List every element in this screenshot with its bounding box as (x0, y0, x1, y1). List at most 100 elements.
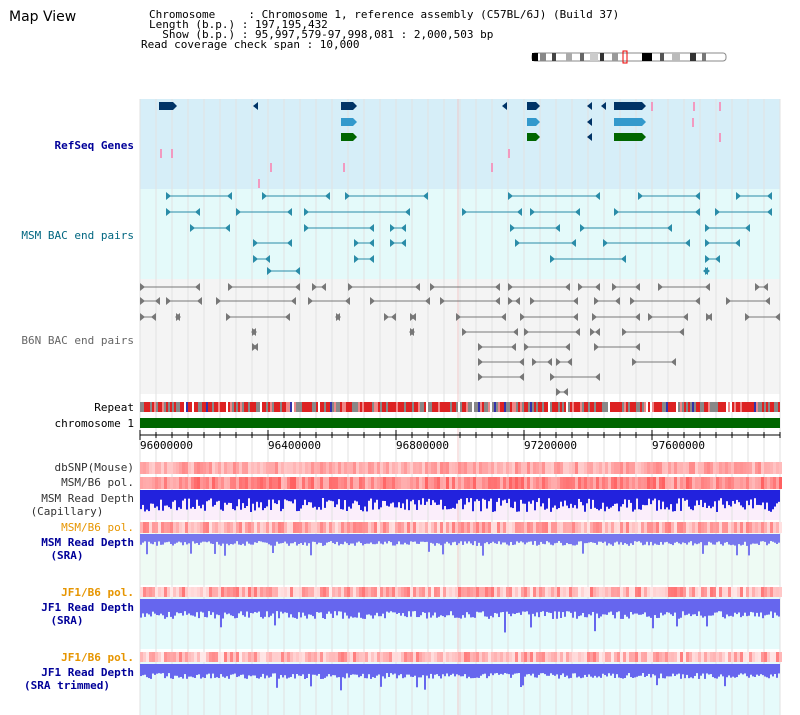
msm-cap-depth-bar (752, 490, 754, 509)
repeat-segment (204, 402, 206, 412)
msm-sra-depth-bar (498, 534, 500, 542)
msm-pol-heat (164, 522, 167, 533)
jf1-pol-heat (242, 587, 245, 597)
jf1-sra-depth-bar (548, 599, 550, 613)
jf1-pol-heat (140, 587, 143, 597)
track-label-jf1-b6-pol-1[interactable]: JF1/B6 pol. (61, 586, 134, 599)
jf1-sra-depth-bar (384, 599, 386, 619)
jf1-pol-heat (215, 652, 218, 662)
track-label-jf1-read-depth-sra[interactable]: JF1 Read Depth (SRA) (0, 601, 134, 627)
msm-sra-depth-bar (140, 534, 142, 545)
repeat-segment (728, 402, 730, 412)
dbsnp-heat (557, 462, 560, 474)
jf1-pol-heat (305, 587, 308, 597)
jf1-sra-depth-bar (574, 599, 576, 612)
jf1-trim-depth-bar (190, 664, 192, 677)
jf1-sra-depth-bar (616, 599, 618, 613)
jf1-pol-heat (740, 652, 743, 662)
repeat-segment (234, 402, 236, 412)
jf1-trim-depth-bar (630, 664, 632, 678)
msm-pol-heat (518, 522, 521, 533)
msm-pol-heat (722, 477, 725, 489)
track-label-msm-b6-pol-2[interactable]: MSM/B6 pol. (61, 521, 134, 534)
repeat-segment (662, 402, 664, 412)
dbsnp-heat (401, 462, 404, 474)
repeat-segment (168, 402, 170, 412)
repeat-segment (400, 402, 402, 412)
jf1-pol-heat (491, 652, 494, 662)
msm-cap-depth-bar (744, 490, 746, 510)
track-label-jf1-read-depth-trimmed[interactable]: JF1 Read Depth (SRA trimmed) (0, 666, 134, 692)
msm-pol-heat (545, 477, 548, 489)
repeat-segment (332, 402, 334, 412)
jf1-sra-depth-bar (492, 599, 494, 618)
msm-cap-depth-bar (580, 490, 582, 502)
msm-cap-depth-bar (570, 490, 572, 504)
dbsnp-heat (323, 462, 326, 474)
jf1-sra-depth-bar (418, 599, 420, 618)
msm-sra-depth-bar (478, 534, 480, 543)
jf1-pol-heat (677, 587, 680, 597)
msm-bac-pair-end (369, 255, 374, 263)
dbsnp-heat (296, 462, 299, 474)
msm-pol-heat (692, 477, 695, 489)
msm-pol-heat (707, 477, 710, 489)
jf1-trim-depth-bar (390, 664, 392, 674)
jf1-pol-heat (326, 587, 329, 597)
repeat-segment (184, 402, 186, 412)
track-label-repeat[interactable]: Repeat (94, 401, 134, 414)
msm-sra-depth-bar (334, 534, 336, 545)
msm-pol-heat (296, 477, 299, 489)
msm-sra-depth-bar (436, 534, 438, 544)
track-label-dbsnp[interactable]: dbSNP(Mouse) (54, 461, 134, 474)
jf1-sra-depth-bar (580, 599, 582, 616)
msm-cap-depth-bar (160, 490, 162, 500)
track-label-msm-b6-pol-1[interactable]: MSM/B6 pol. (61, 476, 134, 489)
jf1-trim-depth-bar (674, 664, 676, 676)
track-label-msm-read-depth-cap[interactable]: MSM Read Depth (Capillary) (0, 492, 134, 518)
jf1-trim-depth-bar (496, 664, 498, 674)
msm-cap-depth-bar (440, 490, 442, 500)
msm-cap-depth-bar (608, 490, 610, 509)
msm-pol-heat (524, 522, 527, 533)
msm-sra-depth-bar (636, 534, 638, 542)
msm-pol-heat (401, 522, 404, 533)
msm-sra-depth-bar (674, 534, 676, 543)
repeat-segment (224, 402, 226, 412)
b6n-bac-pair-end (630, 297, 635, 305)
msm-cap-depth-bar (728, 490, 730, 506)
msm-cap-depth-bar (388, 490, 390, 507)
jf1-pol-heat (734, 587, 737, 597)
repeat-segment (564, 402, 566, 412)
jf1-pol-heat (773, 587, 776, 597)
jf1-sra-depth-bar (588, 599, 590, 615)
repeat-segment (544, 402, 546, 412)
b6n-bac-pair-end (295, 283, 300, 291)
jf1-trim-depth-bar (494, 664, 496, 674)
msm-pol-heat (617, 522, 620, 533)
track-label-chromosome[interactable]: chromosome 1 (54, 417, 134, 430)
track-label-msm-read-depth-sra[interactable]: MSM Read Depth (SRA) (0, 536, 134, 562)
jf1-sra-depth-bar (534, 599, 536, 617)
jf1-trim-depth-bar (252, 664, 254, 676)
jf1-pol-heat (731, 587, 734, 597)
msm-pol-heat (275, 477, 278, 489)
jf1-trim-depth-bar (506, 664, 508, 674)
msm-sra-depth-bar (444, 534, 446, 544)
track-label-b6n-bac[interactable]: B6N BAC end pairs (21, 334, 134, 347)
msm-pol-heat (146, 522, 149, 533)
repeat-segment (312, 402, 314, 412)
track-label-refseq-genes[interactable]: RefSeq Genes (54, 139, 134, 152)
jf1-pol-heat (395, 652, 398, 662)
msm-pol-heat (641, 522, 644, 533)
jf1-trim-depth-bar (198, 664, 200, 675)
jf1-pol-heat (260, 652, 263, 662)
track-label-msm-bac[interactable]: MSM BAC end pairs (21, 229, 134, 242)
repeat-segment (174, 402, 176, 412)
jf1-pol-heat (233, 652, 236, 662)
repeat-segment (778, 402, 780, 412)
msm-pol-heat (332, 522, 335, 533)
jf1-pol-heat (776, 587, 779, 597)
msm-pol-heat (728, 477, 731, 489)
track-label-jf1-b6-pol-2[interactable]: JF1/B6 pol. (61, 651, 134, 664)
